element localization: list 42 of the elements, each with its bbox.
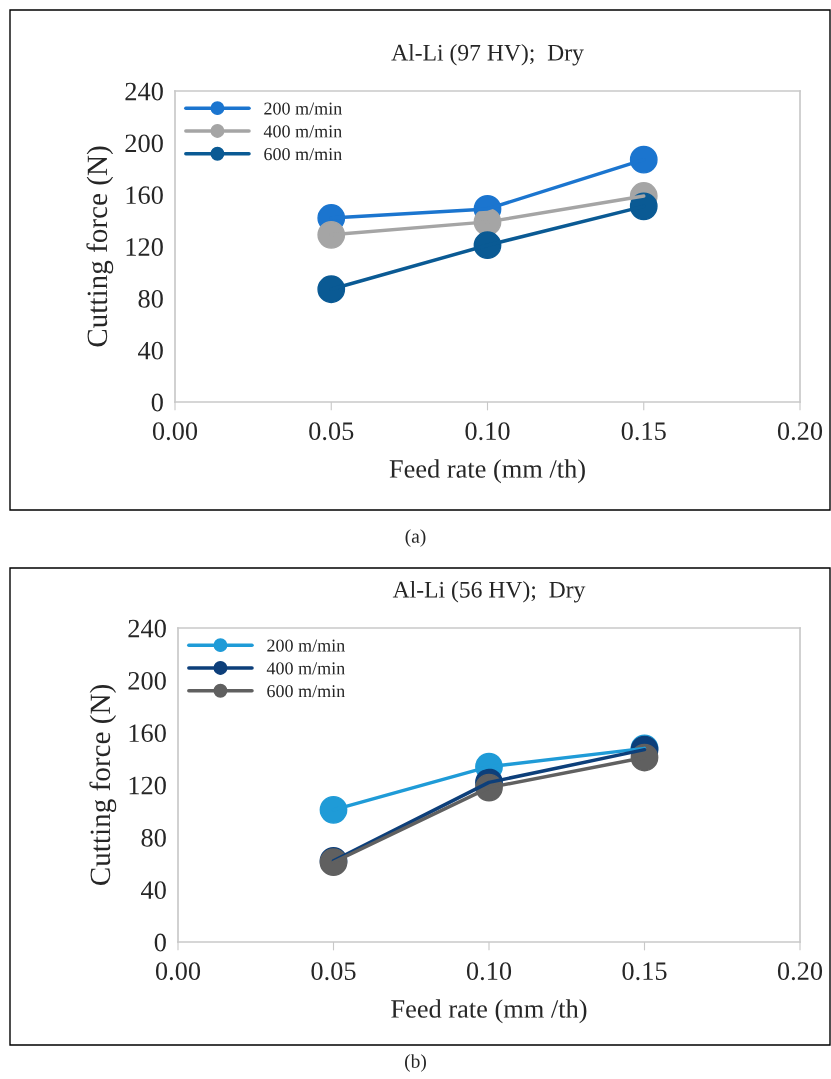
x-tick-label: 0.20 [777,962,823,981]
point [317,275,346,304]
point [317,220,346,249]
legend-label: 200 m/min [267,639,345,652]
x-tick-label: 0.10 [466,962,512,981]
y-tick-label: 40 [141,881,166,900]
x-tick-label: 0.10 [465,422,510,441]
x-tick-label: 0.00 [152,422,198,441]
y-tick-label: 120 [126,238,163,256]
legend-label: 600 m/min [267,685,345,698]
x-tick-label: 0.15 [622,962,667,981]
y-tick-label: 120 [129,776,166,795]
x-tick-label: 0.15 [621,422,666,441]
legend-label: 600 m/min [264,148,342,161]
x-tick-label: 0.05 [311,962,356,981]
y-tick-label: 240 [125,82,163,101]
y-tick-label: 200 [128,671,166,690]
legend-label: 400 m/min [263,125,342,138]
text: (a) [405,529,426,547]
y-tick-label: 0 [151,393,163,412]
chart-title: Al-Li (56 HV); Dry [392,581,586,603]
x-tick-label: 0.05 [309,422,354,441]
point [629,145,658,174]
y-tick-label: 200 [125,134,163,153]
x-axis-title: Feed rate (mm /th) [389,459,585,484]
y-tick-label: 40 [138,341,163,360]
chart-title: Al-Li (97 HV); Dry [391,44,584,66]
y-tick-label: 80 [138,289,163,308]
y-axis-title: Cutting force (N) [86,146,114,347]
y-tick-label: 80 [141,828,166,847]
y-tick-label: 160 [126,186,163,205]
y-tick-label: 0 [154,933,166,952]
y-axis-title: Cutting force (N) [89,685,117,886]
legend-label: 400 m/min [266,662,345,675]
x-tick-label: 0.00 [155,962,201,981]
x-axis-title: Feed rate (mm /th) [391,999,587,1024]
x-tick-label: 0.20 [777,422,823,441]
text: (b) [405,1054,426,1072]
y-tick-label: 160 [129,724,166,743]
y-tick-label: 240 [128,619,166,638]
legend-label: 200 m/min [264,102,342,115]
point [319,795,348,824]
